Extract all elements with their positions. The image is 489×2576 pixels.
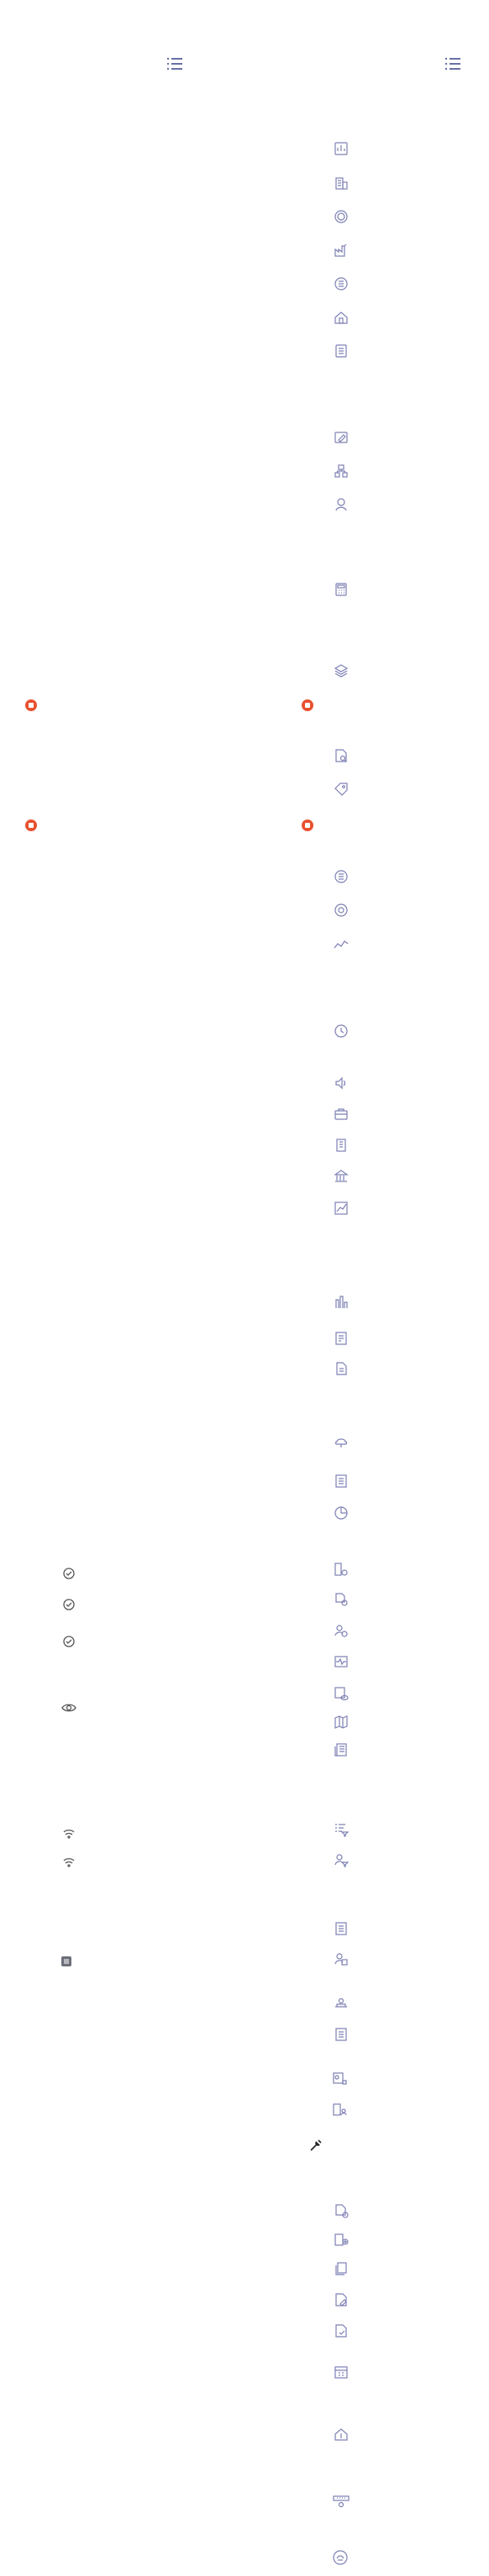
- org-chart-icon[interactable]: [334, 463, 349, 479]
- dashboard-icon[interactable]: [334, 141, 349, 156]
- pulse-icon[interactable]: [334, 1654, 349, 1669]
- notification-badge[interactable]: [25, 819, 37, 831]
- file-search-icon[interactable]: [334, 748, 349, 763]
- coin-icon[interactable]: [334, 209, 349, 224]
- clipboard-icon[interactable]: [334, 1921, 349, 1936]
- file-icon[interactable]: [334, 1361, 349, 1376]
- document-list-icon[interactable]: [334, 2027, 349, 2042]
- clock-icon[interactable]: [334, 1024, 349, 1039]
- trend-line-icon[interactable]: [334, 937, 349, 952]
- building-person-icon[interactable]: [332, 2102, 347, 2117]
- calculator-icon[interactable]: [334, 582, 349, 597]
- user-settings-icon[interactable]: [334, 1623, 349, 1638]
- cloud-icon[interactable]: [334, 1434, 349, 1449]
- file-check-icon[interactable]: [334, 2323, 349, 2338]
- file-settings-icon[interactable]: [334, 1592, 349, 1607]
- currency-icon[interactable]: [334, 869, 349, 884]
- edit-icon[interactable]: [334, 430, 349, 445]
- user-filter-icon[interactable]: [334, 1852, 349, 1867]
- check-circle-icon: [62, 1635, 76, 1648]
- home-dollar-icon[interactable]: [334, 2427, 349, 2442]
- factory-icon[interactable]: [334, 243, 349, 258]
- home-icon[interactable]: [334, 310, 349, 325]
- list-menu-toggle-left[interactable]: [166, 55, 184, 72]
- calendar-icon[interactable]: [334, 2364, 349, 2380]
- money-icon[interactable]: [334, 276, 349, 291]
- list-icon: [444, 57, 460, 71]
- user-settings-icon[interactable]: [334, 1951, 349, 1966]
- check-circle-icon: [62, 1567, 76, 1580]
- wifi-icon: [63, 1856, 75, 1868]
- user-icon[interactable]: [334, 497, 349, 512]
- logo-icon: [332, 2549, 349, 2566]
- industry-icon[interactable]: [334, 1295, 349, 1310]
- office-building-icon[interactable]: [334, 1138, 349, 1153]
- settings-icon[interactable]: [334, 903, 349, 918]
- id-card-icon[interactable]: [332, 2071, 347, 2086]
- document-icon[interactable]: [334, 343, 349, 359]
- list-icon: [166, 57, 182, 71]
- list-icon[interactable]: [334, 1474, 349, 1489]
- notification-badge[interactable]: [25, 699, 37, 711]
- notification-badge[interactable]: [302, 819, 313, 831]
- file-add-icon[interactable]: [334, 2203, 349, 2218]
- notification-badge[interactable]: [302, 699, 313, 711]
- eye-icon[interactable]: [61, 1702, 76, 1714]
- building-settings-icon[interactable]: [334, 1562, 349, 1577]
- chart-growth-icon[interactable]: [334, 1201, 349, 1216]
- speaker-icon[interactable]: [334, 1076, 349, 1091]
- newspaper-icon[interactable]: [334, 1742, 349, 1757]
- list-menu-toggle-right[interactable]: [444, 55, 462, 72]
- layers-icon[interactable]: [334, 663, 349, 678]
- square-icon: [60, 1956, 72, 1967]
- document-view-icon[interactable]: [334, 1686, 349, 1701]
- file-edit-icon[interactable]: [334, 2292, 349, 2307]
- pin-icon[interactable]: [309, 2139, 323, 2152]
- hand-money-icon[interactable]: [334, 1995, 349, 2010]
- building-icon[interactable]: [334, 175, 349, 191]
- tag-icon[interactable]: [334, 782, 349, 797]
- check-circle-icon: [62, 1598, 76, 1611]
- wifi-icon: [63, 1828, 75, 1840]
- briefcase-icon[interactable]: [334, 1107, 349, 1122]
- key-icon[interactable]: [332, 2494, 350, 2509]
- pie-chart-icon[interactable]: [334, 1505, 349, 1521]
- building-add-icon[interactable]: [334, 2232, 349, 2247]
- map-icon[interactable]: [334, 1715, 349, 1730]
- report-icon[interactable]: [334, 1331, 349, 1346]
- copy-icon[interactable]: [334, 2261, 349, 2276]
- filter-list-icon[interactable]: [334, 1822, 349, 1837]
- bank-icon[interactable]: [334, 1169, 349, 1184]
